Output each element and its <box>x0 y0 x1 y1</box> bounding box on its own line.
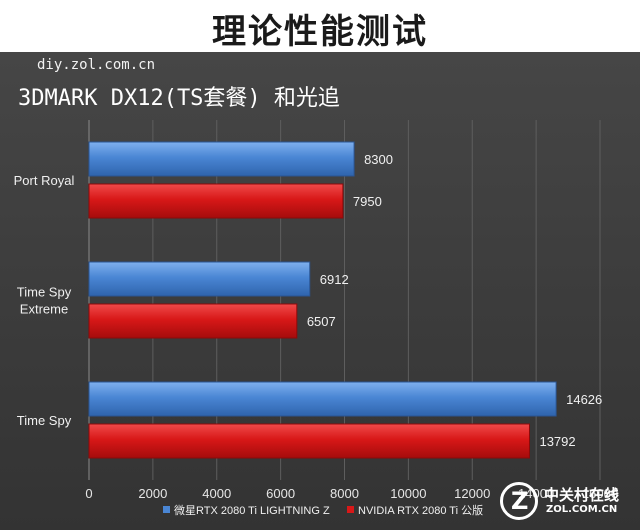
x-tick-label: 6000 <box>266 486 295 501</box>
x-tick-label: 10000 <box>390 486 426 501</box>
legend-swatch <box>347 506 354 513</box>
bar-series2 <box>88 423 530 459</box>
bar-series1 <box>88 381 557 417</box>
data-label: 13792 <box>539 434 575 449</box>
chart-subtitle: 3DMARK DX12(TS套餐) 和光追 <box>18 86 340 111</box>
zol-watermark: 中关村在线 ZOL.COM.CN <box>500 482 630 524</box>
watermark-en: ZOL.COM.CN <box>546 504 618 515</box>
page-title: 理论性能测试 <box>212 12 428 52</box>
data-label: 6912 <box>320 272 349 287</box>
bar-series1 <box>88 261 311 297</box>
category-label: Port Royal <box>14 173 75 188</box>
x-tick-label: 0 <box>85 486 92 501</box>
title-banner <box>0 0 640 52</box>
legend-swatch <box>163 506 170 513</box>
data-label: 6507 <box>307 314 336 329</box>
x-tick-label: 4000 <box>202 486 231 501</box>
category-label: Time Spy <box>17 413 72 428</box>
source-url: diy.zol.com.cn <box>37 57 156 73</box>
data-label: 8300 <box>364 152 393 167</box>
bar-series1 <box>88 141 355 177</box>
category-label: Extreme <box>20 302 68 317</box>
x-tick-label: 16000 <box>582 486 618 501</box>
watermark-cn: 中关村在线 <box>544 486 620 504</box>
zol-logo-icon <box>500 482 538 520</box>
legend-label: 微星RTX 2080 Ti LIGHTNING Z <box>174 503 330 517</box>
bar-series2 <box>88 183 344 219</box>
data-label: 7950 <box>353 194 382 209</box>
bar-series2 <box>88 303 298 339</box>
x-tick-label: 8000 <box>330 486 359 501</box>
legend-label: NVIDIA RTX 2080 Ti 公版 <box>358 503 483 517</box>
x-tick-label: 2000 <box>138 486 167 501</box>
x-tick-label: 12000 <box>454 486 490 501</box>
data-label: 14626 <box>566 392 602 407</box>
category-label: Time Spy <box>17 285 72 300</box>
